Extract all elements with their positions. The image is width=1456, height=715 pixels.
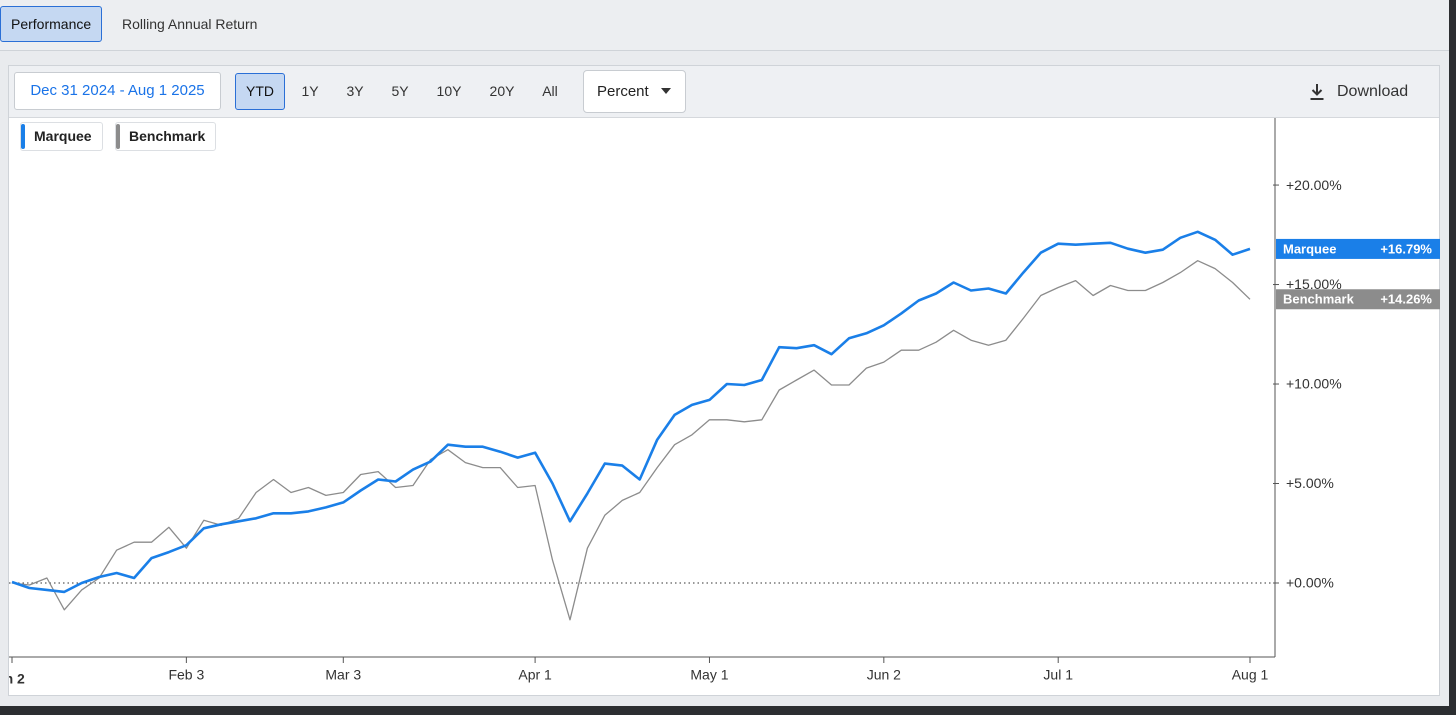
- y-tick-label: +15.00%: [1286, 276, 1342, 292]
- date-range-button[interactable]: Dec 31 2024 - Aug 1 2025: [14, 72, 221, 110]
- legend-label: Marquee: [34, 128, 92, 144]
- range-button[interactable]: 1Y: [301, 83, 319, 99]
- download-label: Download: [1337, 83, 1409, 100]
- x-tick-label: Aug 1: [1232, 667, 1269, 683]
- legend-swatch: [116, 124, 120, 149]
- series-line: [11, 260, 1251, 621]
- end-label-value: +14.26%: [1380, 292, 1432, 307]
- x-tick-label: Jan 2: [0, 671, 25, 687]
- dropdown-caret: [661, 88, 671, 94]
- end-label-box: [1276, 238, 1440, 259]
- x-tick-label: Mar 3: [325, 667, 361, 683]
- x-tick-label: Jun 2: [867, 667, 901, 683]
- download-icon: [1310, 84, 1324, 100]
- range-button[interactable]: 10Y: [436, 83, 462, 99]
- legend-item[interactable]: Marquee: [20, 122, 103, 151]
- range-button[interactable]: 3Y: [346, 83, 364, 99]
- range-button[interactable]: All: [542, 83, 558, 99]
- x-tick-label: Jul 1: [1043, 667, 1073, 683]
- x-tick-label: Feb 3: [168, 667, 204, 683]
- window-edge: [1449, 0, 1456, 715]
- download-button[interactable]: Download: [1310, 80, 1409, 104]
- legend-swatch: [21, 124, 25, 149]
- end-label-box: [1276, 289, 1440, 310]
- legend-item[interactable]: Benchmark: [115, 122, 217, 151]
- window-edge: [0, 706, 1456, 715]
- range-button[interactable]: YTD: [235, 73, 285, 110]
- tab[interactable]: Performance: [0, 6, 103, 42]
- y-tick-label: +0.00%: [1286, 575, 1334, 591]
- tab[interactable]: Rolling Annual Return: [122, 16, 258, 32]
- chart-panel: [8, 65, 1440, 696]
- tab-bar: [0, 0, 1456, 51]
- y-tick-label: +20.00%: [1286, 177, 1342, 193]
- end-label-value: +16.79%: [1380, 241, 1432, 256]
- x-tick-label: May 1: [690, 667, 728, 683]
- end-label-name: Benchmark: [1283, 292, 1355, 307]
- range-button[interactable]: 5Y: [391, 83, 409, 99]
- end-label-name: Marquee: [1283, 241, 1336, 256]
- plot-area: Jan 2 Feb 3 Mar 3 Apr 1 May 1 Jun 2 Jul 1 Aug 1: [0, 230, 1275, 687]
- y-tick-label: +10.00%: [1286, 376, 1342, 392]
- series-line: [11, 230, 1251, 594]
- x-tick-label: Apr 1: [518, 667, 552, 683]
- legend-label: Benchmark: [129, 128, 206, 144]
- y-tick-label: +5.00%: [1286, 475, 1334, 491]
- range-button[interactable]: 20Y: [489, 83, 515, 99]
